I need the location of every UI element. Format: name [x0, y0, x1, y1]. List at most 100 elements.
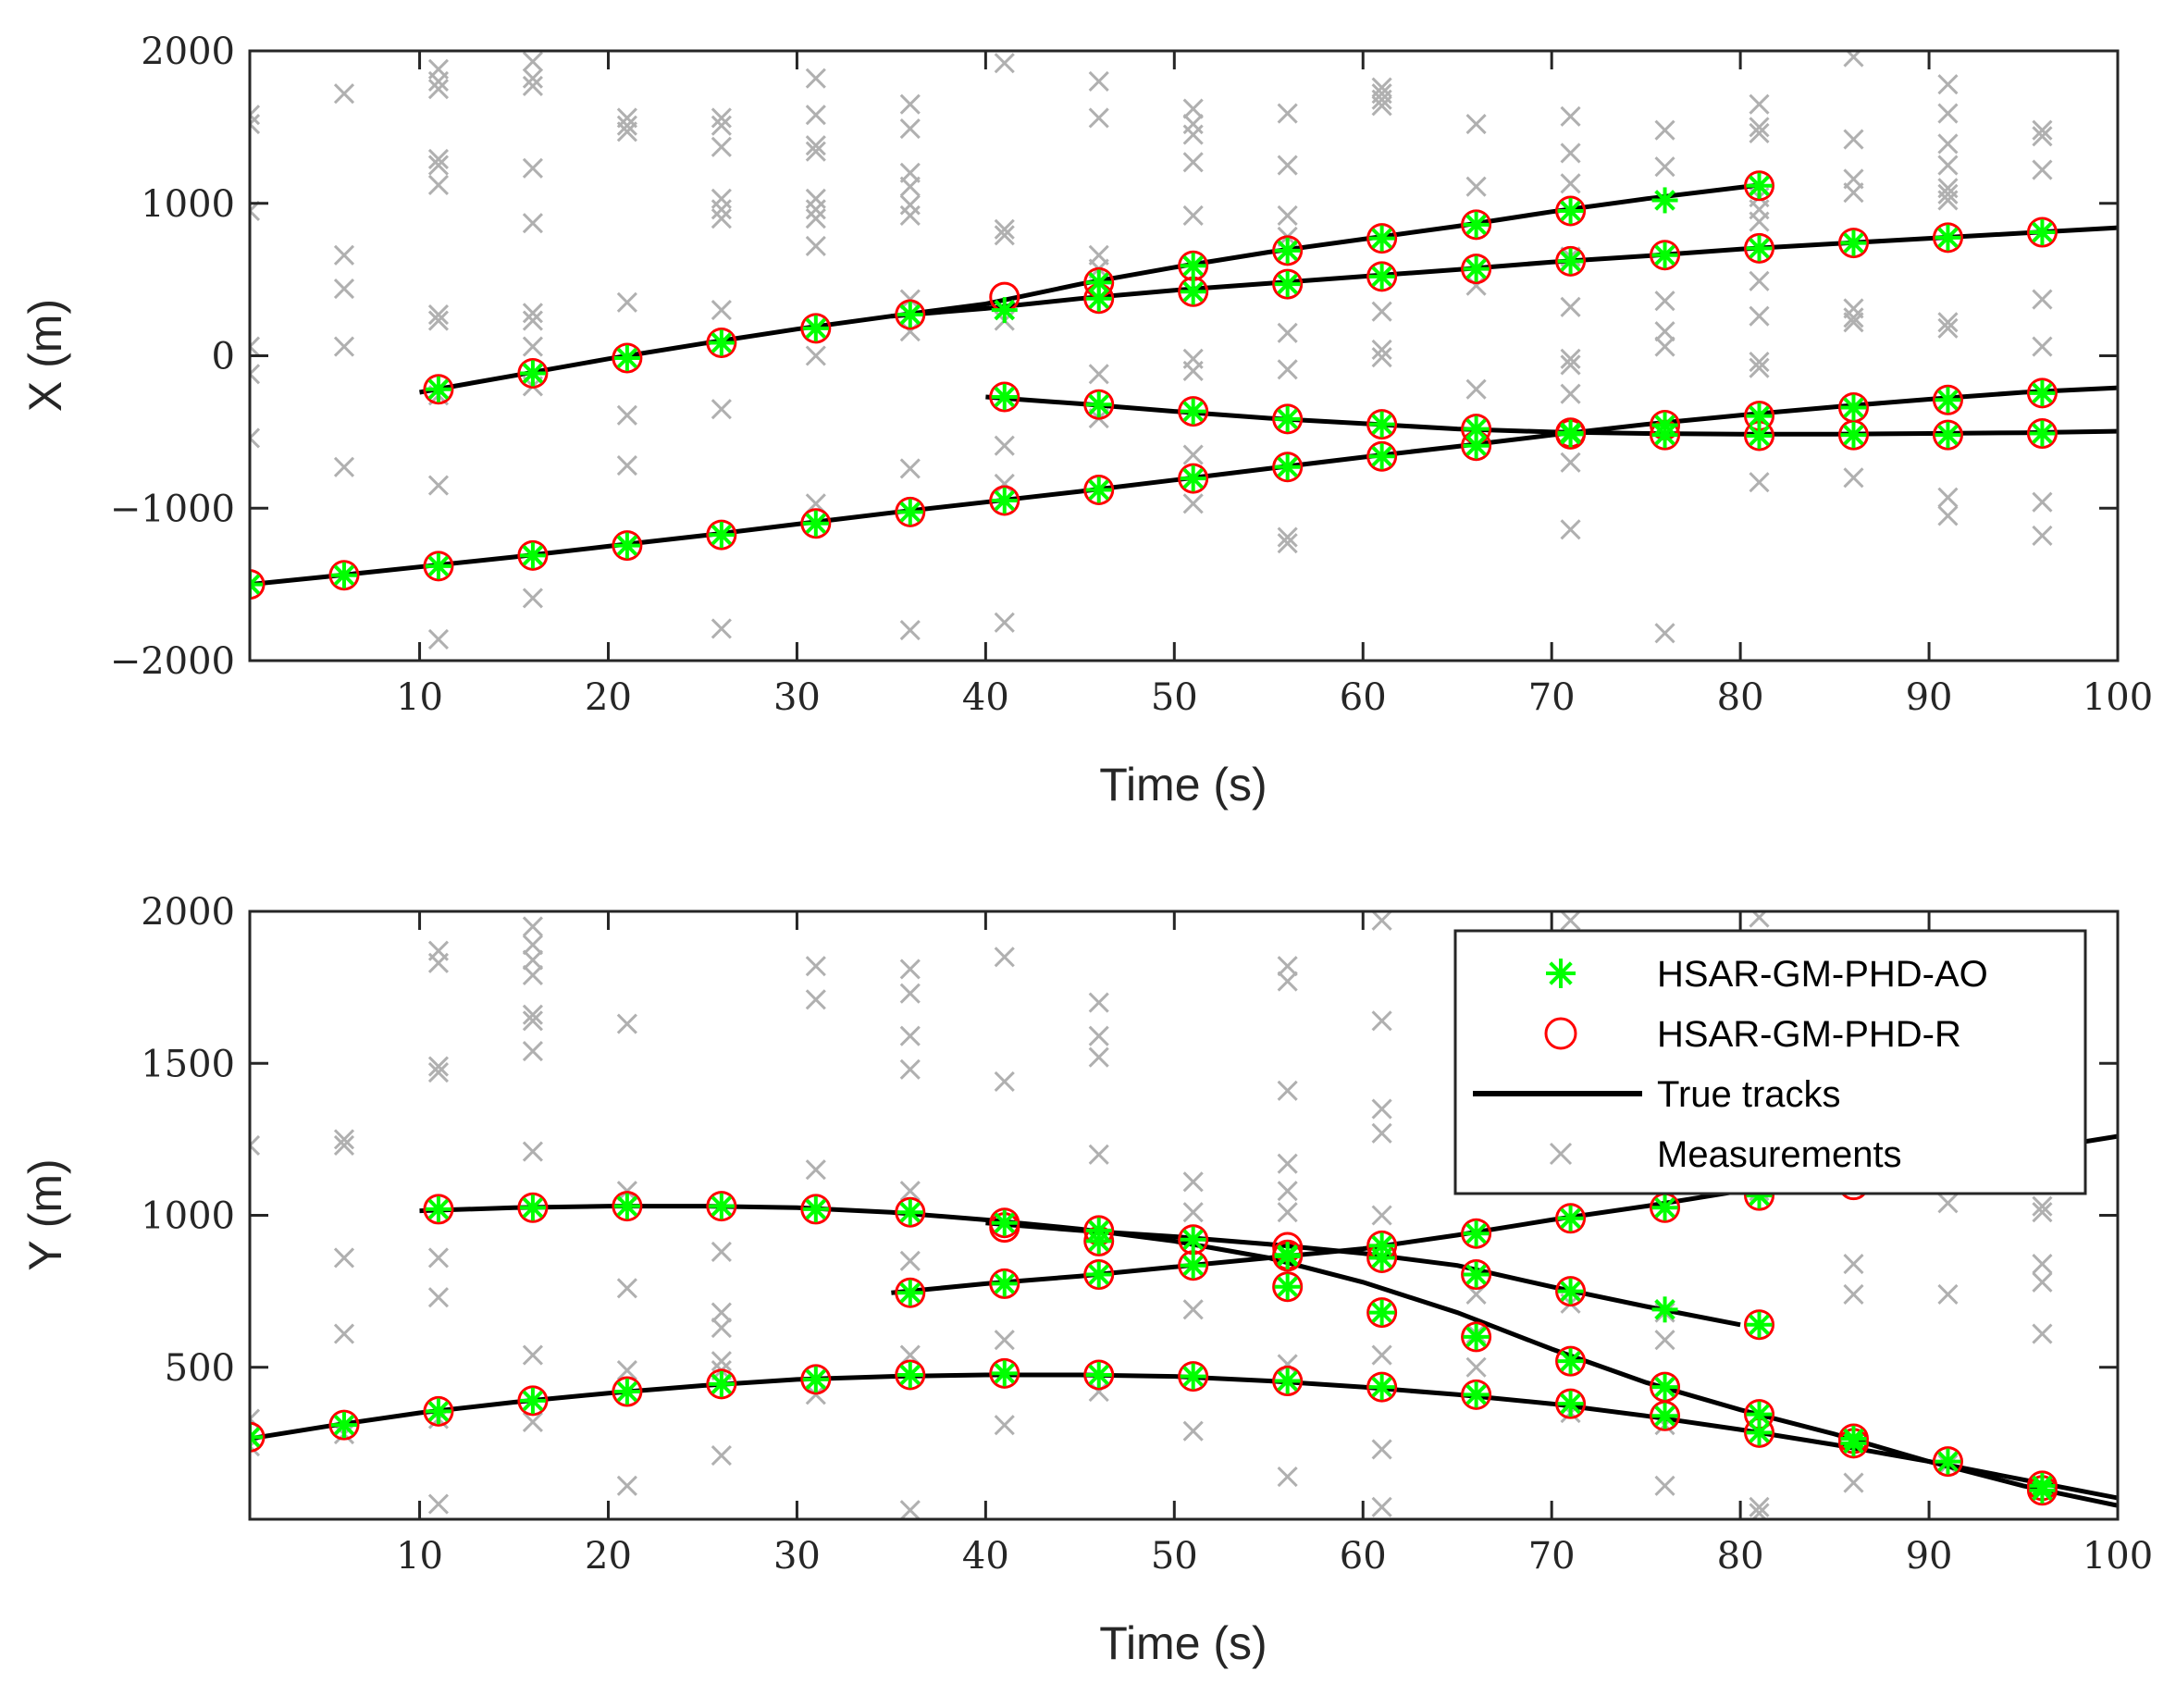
estimate-r-mark [1555, 1388, 1587, 1419]
measurement-mark [1937, 74, 1959, 95]
estimate-ao-mark [896, 499, 923, 526]
estimate-ao-mark [1180, 278, 1206, 305]
measurement-mark [1937, 133, 1959, 155]
estimate-r-mark [1837, 419, 1869, 451]
measurement-mark [427, 155, 450, 176]
measurement-mark [522, 1411, 543, 1432]
legend-label-meas: Measurements [1657, 1134, 1902, 1175]
estimate-ao-mark [1085, 391, 1112, 418]
estimate-r-mark [1932, 419, 1963, 451]
measurement-mark [711, 107, 732, 129]
y-panel-xlabel: Time (s) [1099, 1617, 1267, 1669]
measurement-mark [805, 141, 826, 162]
estimate-r-mark [895, 496, 926, 527]
measurement-mark [899, 176, 921, 197]
estimate-r-mark [1083, 1259, 1115, 1291]
measurement-mark [711, 1444, 732, 1467]
estimate-ao-mark [330, 562, 357, 588]
measurement-mark [1654, 321, 1675, 342]
estimate-r-mark [895, 1359, 926, 1391]
measurement-mark [1843, 182, 1864, 204]
measurement-mark [1277, 971, 1298, 992]
measurement-mark [1465, 378, 1487, 400]
measurement-mark [616, 404, 637, 426]
measurement-mark [1371, 1098, 1392, 1120]
estimate-ao-mark [1368, 263, 1395, 290]
measurement-mark [1937, 505, 1959, 526]
measurement-mark [805, 68, 826, 89]
estimate-ao-mark [708, 1370, 735, 1397]
measurement-mark [427, 310, 450, 331]
y-estimates-ao-layer [250, 1182, 2056, 1504]
x-xtick-label: 60 [1340, 676, 1387, 719]
estimate-ao-mark [1274, 1273, 1301, 1300]
x-xtick-label: 10 [396, 676, 443, 719]
measurement-mark [994, 1330, 1015, 1351]
measurement-mark [805, 345, 826, 366]
measurement-mark [1277, 1202, 1298, 1223]
measurement-mark [1371, 1010, 1392, 1032]
x-xtick-label: 20 [585, 676, 632, 719]
measurement-mark [2032, 1271, 2053, 1293]
x-xtick-label: 100 [2083, 676, 2153, 719]
estimate-ao-mark [519, 1387, 546, 1414]
measurement-mark [1560, 105, 1581, 127]
measurement-mark [2032, 1323, 2053, 1344]
measurement-mark [522, 949, 543, 971]
estimate-r-mark [989, 485, 1020, 516]
measurement-mark [1749, 117, 1770, 138]
measurement-mark [805, 135, 826, 156]
estimate-r-mark [989, 381, 1020, 413]
estimate-ao-mark [1557, 1348, 1584, 1375]
measurement-mark [899, 118, 921, 140]
estimate-r-mark [250, 1421, 266, 1453]
estimate-ao-mark [802, 1195, 829, 1222]
y-measurements-layer [250, 911, 2053, 1519]
estimate-ao-mark [425, 376, 451, 402]
legend-circle-icon [1544, 1017, 1577, 1050]
measurement-mark [2032, 336, 2053, 357]
measurement-mark [250, 336, 261, 357]
estimate-r-mark [1272, 268, 1304, 300]
x-xtick-label: 70 [1528, 676, 1576, 719]
legend-label-r: HSAR-GM-PHD-R [1657, 1014, 1961, 1055]
measurement-mark [805, 1159, 826, 1181]
estimate-ao-mark [519, 542, 546, 569]
estimate-r-mark [1366, 1371, 1398, 1403]
estimate-r-mark [1083, 389, 1115, 420]
estimate-ao-mark [1274, 405, 1301, 432]
estimate-ao-mark [1840, 229, 1867, 256]
measurement-mark [1182, 360, 1204, 382]
measurement-mark [1088, 1144, 1109, 1165]
measurement-mark [899, 458, 921, 479]
estimate-ao-mark [1463, 1381, 1490, 1408]
estimate-r-mark [423, 551, 454, 582]
measurement-mark [427, 70, 450, 93]
measurement-mark [1560, 911, 1581, 931]
estimate-ao-mark [1746, 235, 1773, 262]
measurement-mark [711, 208, 732, 229]
estimate-r-mark [1083, 1359, 1115, 1391]
x-estimates-ao-layer [250, 172, 2056, 598]
estimate-r-mark [1461, 1321, 1492, 1353]
measurement-mark [1182, 1299, 1204, 1320]
y-xtick-label: 100 [2083, 1535, 2153, 1578]
measurement-mark [1749, 472, 1770, 493]
measurement-mark [1560, 383, 1581, 404]
measurement-mark [1277, 359, 1298, 380]
measurement-mark [522, 1344, 543, 1366]
x-plot-frame [248, 49, 2120, 662]
measurement-mark [250, 105, 261, 126]
measurement-mark [1654, 336, 1675, 357]
estimate-ao-mark [896, 1199, 923, 1226]
estimate-ao-mark [991, 1270, 1018, 1297]
measurement-mark [1560, 296, 1581, 317]
measurement-mark [427, 1493, 450, 1515]
measurement-mark [1277, 1153, 1298, 1174]
estimate-ao-mark [519, 360, 546, 387]
measurement-mark [1749, 357, 1770, 378]
measurement-mark [333, 1247, 355, 1269]
estimate-ao-mark [1274, 1368, 1301, 1394]
estimate-ao-mark [991, 1209, 1018, 1236]
estimate-r-mark [1932, 1446, 1963, 1478]
